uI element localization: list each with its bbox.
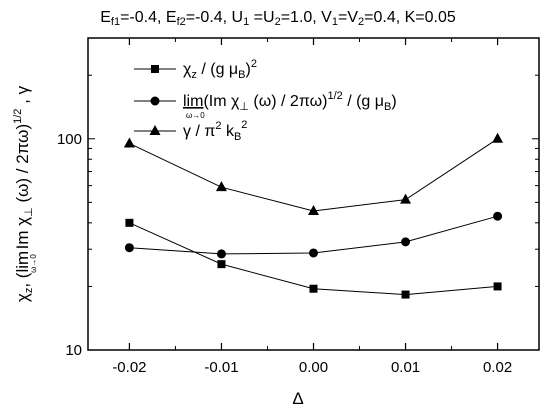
legend-item-circle: lim(Im χ⊥ (ω) / 2πω)1/2 / (g μB) ω→0	[134, 90, 397, 120]
chart-title: Ef1=-0.4, Ef2=-0.4, U1 =U2=1.0, V1=V2=0.…	[100, 9, 456, 28]
data-point-square	[401, 290, 410, 299]
data-point-triangle	[123, 137, 135, 148]
x-tick-label: 0.02	[483, 359, 512, 376]
series-layer	[123, 132, 504, 299]
legend-label-circle: lim(Im χ⊥ (ω) / 2πω)1/2 / (g μB)	[183, 90, 397, 113]
data-point-circle	[124, 243, 134, 253]
data-point-triangle	[308, 205, 319, 216]
series-line-circle	[129, 215, 498, 255]
legend-marker-triangle	[149, 125, 161, 135]
legend-marker-circle	[150, 96, 160, 106]
x-tick-label: 0.01	[391, 359, 420, 376]
data-point-triangle	[400, 193, 412, 204]
series-line-triangle	[129, 138, 498, 212]
data-point-triangle	[215, 181, 227, 192]
legend-marker-square	[151, 65, 159, 73]
legend: χz / (g μB)2 lim(Im χ⊥ (ω) / 2πω)1/2 / (…	[134, 58, 397, 143]
data-point-circle	[493, 211, 503, 221]
x-tick-label: -0.02	[112, 359, 146, 376]
legend-label-square: χz / (g μB)2	[183, 58, 257, 81]
legend-item-triangle: γ / π2 kB2	[134, 119, 247, 143]
legend-item-square: χz / (g μB)2	[134, 58, 257, 81]
series-line-square	[129, 222, 498, 296]
x-tick-label: -0.01	[204, 359, 238, 376]
data-point-triangle	[492, 132, 504, 143]
x-axis-label: Δ	[292, 389, 303, 408]
plot-frame	[87, 37, 540, 351]
legend-label-circle-limsub: ω→0	[186, 111, 205, 120]
data-point-square	[125, 218, 134, 227]
data-point-circle	[309, 248, 318, 258]
y-tick-label: 100	[57, 131, 82, 148]
y-tick-label: 10	[65, 342, 82, 359]
data-point-square	[217, 260, 226, 269]
x-tick-label: 0.00	[299, 359, 328, 376]
data-point-circle	[401, 237, 411, 247]
axis-ticks: -0.02 -0.01 0.00 0.01 0.02 10 100	[57, 37, 539, 376]
data-point-circle	[216, 249, 226, 259]
y-axis-label: χz, (limω→0 Im χ⊥ (ω) / 2πω)1/2 , γ	[12, 85, 38, 302]
legend-label-triangle: γ / π2 kB2	[183, 119, 247, 143]
data-point-square	[493, 282, 502, 291]
data-point-square	[309, 284, 318, 293]
